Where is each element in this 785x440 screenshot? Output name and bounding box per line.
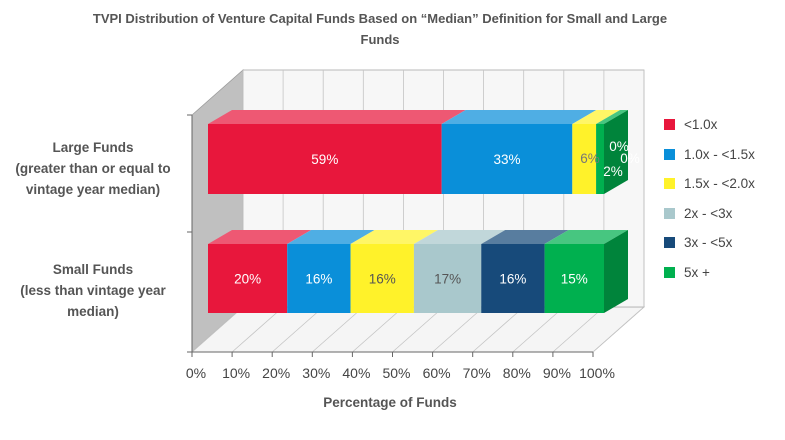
legend: <1.0x 1.0x - <1.5x 1.5x - <2.0x 2x - <3x… — [664, 110, 755, 287]
legend-swatch — [664, 266, 675, 278]
data-label: 16% — [499, 272, 526, 287]
x-ticks: 0% 10% 20% 30% 40% 50% 60% 70% 80% 90% 100% — [186, 352, 615, 381]
legend-swatch — [664, 119, 675, 131]
floor-gridline — [271, 306, 324, 353]
bar-segment — [481, 244, 545, 313]
bar-segment — [572, 124, 597, 194]
bar-segment — [350, 244, 414, 313]
data-label: 16% — [305, 272, 332, 287]
legend-swatch — [664, 237, 675, 249]
legend-item: 3x - <5x — [664, 228, 755, 258]
floor-gridline — [472, 306, 524, 353]
floor-gridline — [592, 306, 645, 353]
data-label: 15% — [561, 272, 588, 287]
x-tick-label: 20% — [262, 365, 290, 381]
floor-gridline — [231, 306, 284, 353]
legend-item: <1.0x — [664, 110, 755, 140]
x-axis-label: Percentage of Funds — [323, 395, 457, 410]
category-label-line: median) — [67, 304, 119, 319]
legend-label: 2x - <3x — [684, 205, 733, 221]
bar-top — [208, 110, 466, 124]
floor-gridline — [552, 306, 605, 353]
x-tick-label: 40% — [342, 365, 370, 381]
chart-title: TVPI Distribution of Venture Capital Fun… — [92, 11, 668, 47]
data-label: 0% — [609, 139, 629, 154]
x-tick-label: 0% — [186, 365, 206, 381]
floor-gridline — [312, 306, 364, 353]
category-label-line: Large Funds — [52, 140, 134, 155]
category-label-line: (greater than or equal to — [15, 161, 171, 176]
category-label-large-funds: Large Funds (greater than or equal to vi… — [0, 137, 186, 200]
bar-segment — [413, 244, 482, 313]
bar-top — [596, 110, 628, 124]
bar-segment — [441, 124, 573, 194]
category-label-line: vintage year median) — [25, 182, 161, 197]
bar-side — [604, 230, 628, 313]
x-tick-label: 50% — [382, 365, 410, 381]
data-label: 17% — [434, 272, 461, 287]
data-label: 20% — [234, 272, 261, 287]
legend-swatch — [664, 207, 675, 219]
legend-label: <1.0x — [684, 117, 718, 133]
bar-segment — [287, 244, 351, 313]
bar-segment — [208, 244, 288, 313]
floor-gridline — [392, 306, 444, 353]
x-tick-label: 90% — [543, 365, 571, 381]
x-tick-label: 10% — [222, 365, 250, 381]
bar-top — [572, 110, 621, 124]
data-label: 16% — [369, 272, 396, 287]
data-label: 2% — [603, 164, 623, 179]
category-label-small-funds: Small Funds (less than vintage year medi… — [0, 259, 186, 322]
bar-top — [441, 110, 597, 124]
bar-segment — [544, 244, 604, 313]
floor-gridline — [191, 306, 244, 353]
bars — [208, 110, 628, 313]
x-tick-label: 70% — [463, 365, 491, 381]
legend-item: 1.0x - <1.5x — [664, 140, 755, 170]
category-label-line: (less than vintage year — [20, 283, 166, 298]
x-tick-label: 80% — [503, 365, 531, 381]
bar-segment — [208, 124, 442, 194]
legend-label: 1.0x - <1.5x — [684, 146, 755, 162]
x-tick-label: 60% — [423, 365, 451, 381]
data-label: 0% — [620, 151, 640, 166]
legend-swatch — [664, 148, 675, 160]
bar-top — [544, 230, 628, 244]
bar-top — [413, 230, 506, 244]
legend-label: 5x + — [684, 264, 710, 280]
legend-label: 3x - <5x — [684, 235, 733, 251]
floor-gridline — [352, 306, 404, 353]
data-labels: 59% 33% 6%0%0%2%20% 16% 16% 17% 16% 15% — [234, 139, 640, 287]
data-label: 6% — [580, 151, 600, 166]
bar-side — [604, 110, 628, 194]
legend-item: 5x + — [664, 258, 755, 288]
floor-gridline — [512, 306, 565, 353]
bar-segment — [596, 124, 604, 194]
legend-label: 1.5x - <2.0x — [684, 176, 755, 192]
bar-top — [208, 230, 312, 244]
legend-item: 2x - <3x — [664, 199, 755, 229]
legend-swatch — [664, 178, 675, 190]
category-label-line: Small Funds — [52, 262, 134, 277]
data-label: 33% — [493, 152, 520, 167]
floor-gridline — [432, 306, 484, 353]
data-label: 59% — [311, 152, 338, 167]
bar-top — [350, 230, 438, 244]
bar-top — [287, 230, 375, 244]
legend-item: 1.5x - <2.0x — [664, 169, 755, 199]
bar-top — [481, 230, 569, 244]
x-tick-label: 30% — [302, 365, 330, 381]
x-tick-label: 100% — [579, 365, 615, 381]
